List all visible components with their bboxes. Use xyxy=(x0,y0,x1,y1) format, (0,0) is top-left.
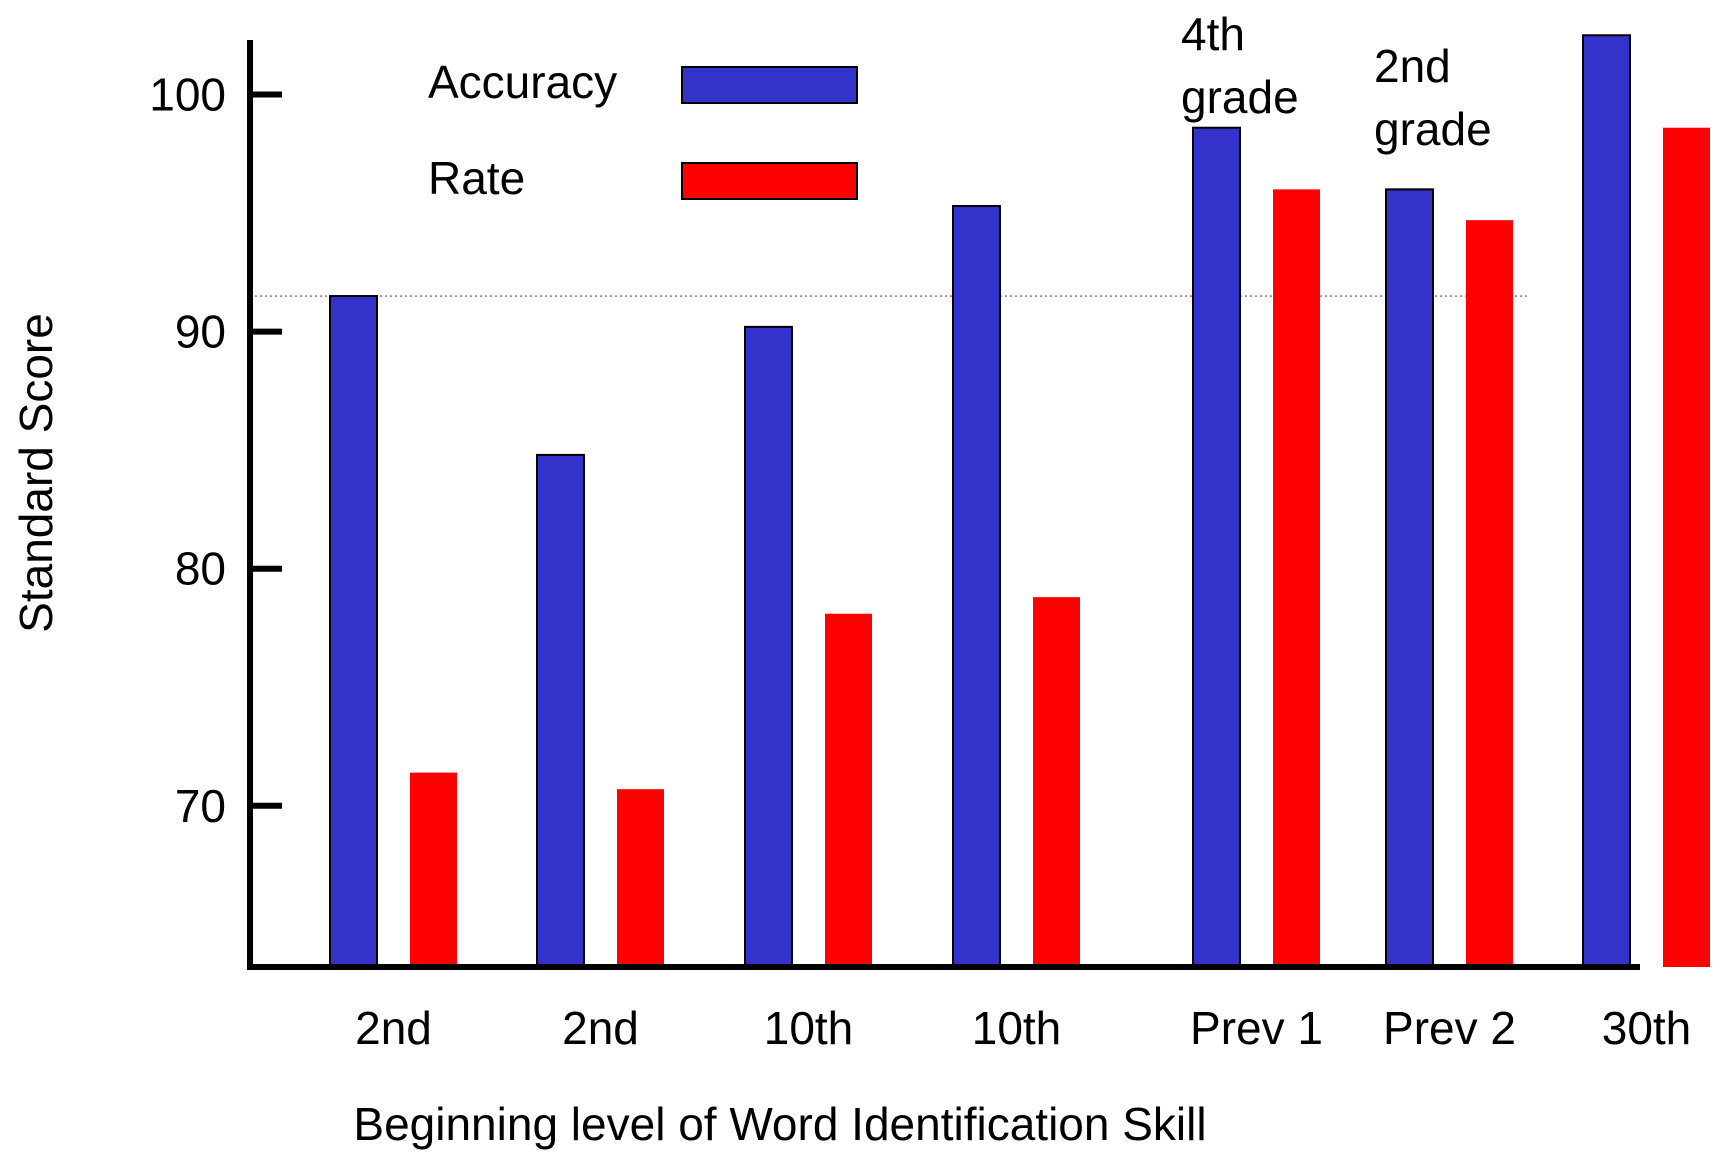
y-tick-label-90: 90 xyxy=(175,306,226,358)
bar-rate-2 xyxy=(617,789,664,967)
annotation-2-line-2: grade xyxy=(1374,103,1492,155)
bars-layer xyxy=(329,34,1710,969)
annotation-1-line-1: 4th xyxy=(1181,8,1245,60)
bar-rate-1 xyxy=(410,772,457,967)
bar-accuracy-4 xyxy=(952,204,1001,968)
legend-label-accuracy: Accuracy xyxy=(428,56,617,108)
x-tick-label-4: 10th xyxy=(972,1002,1062,1054)
x-tick-label-5: Prev 1 xyxy=(1190,1002,1323,1054)
x-axis-title: Beginning level of Word Identification S… xyxy=(353,1098,1206,1150)
legend: Accuracy Rate xyxy=(428,56,858,204)
bar-accuracy-5 xyxy=(1192,126,1241,968)
bar-accuracy-3 xyxy=(744,325,793,968)
bar-accuracy-7 xyxy=(1582,34,1631,969)
y-axis-title: Standard Score xyxy=(10,313,62,633)
legend-swatch-rate xyxy=(681,162,858,200)
bar-rate-4 xyxy=(1033,597,1080,967)
x-tick-label-6: Prev 2 xyxy=(1383,1002,1516,1054)
x-tick-label-1: 2nd xyxy=(355,1002,432,1054)
y-tick-label-70: 70 xyxy=(175,780,226,832)
bar-rate-6 xyxy=(1466,220,1513,967)
legend-label-rate: Rate xyxy=(428,152,525,204)
annotations-layer: 4th grade 2nd grade xyxy=(1181,8,1492,155)
bar-rate-7 xyxy=(1663,127,1710,967)
legend-swatch-accuracy xyxy=(681,66,858,104)
bar-accuracy-1 xyxy=(329,295,378,968)
y-tick-label-80: 80 xyxy=(175,543,226,595)
bar-rate-3 xyxy=(825,613,872,967)
y-ticks-layer: 70 80 90 100 xyxy=(149,69,282,832)
bar-accuracy-2 xyxy=(536,453,585,968)
x-tick-label-3: 10th xyxy=(764,1002,854,1054)
annotation-1-line-2: grade xyxy=(1181,71,1299,123)
x-tick-label-2: 2nd xyxy=(562,1002,639,1054)
bar-rate-5 xyxy=(1273,189,1320,968)
bar-accuracy-6 xyxy=(1385,188,1434,969)
x-labels-layer: 2nd 2nd 10th 10th Prev 1 Prev 2 30th xyxy=(355,1002,1691,1054)
x-tick-label-7: 30th xyxy=(1602,1002,1692,1054)
annotation-2-line-1: 2nd xyxy=(1374,40,1451,92)
y-tick-label-100: 100 xyxy=(149,69,226,121)
